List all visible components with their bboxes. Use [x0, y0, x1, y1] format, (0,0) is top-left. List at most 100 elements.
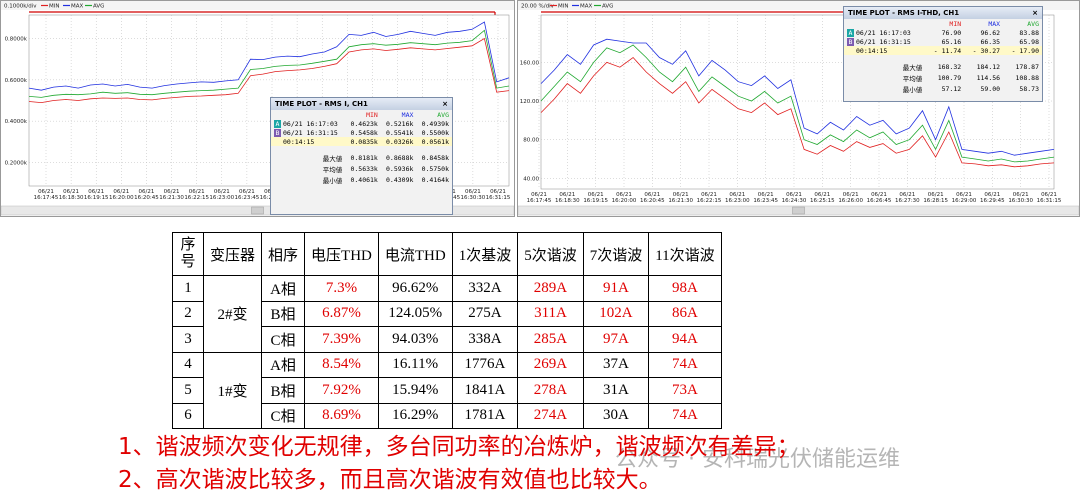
y-tick-label: 40.00 — [523, 176, 539, 182]
table-cell: 1781A — [451, 402, 519, 429]
close-button[interactable]: × — [1032, 9, 1038, 17]
cursor-marker: B — [274, 128, 281, 137]
group-cell: 1#变 — [202, 351, 263, 429]
y-tick-label: 120.00 — [520, 99, 540, 105]
x-tick-label: 16:18:30 — [555, 198, 580, 204]
x-tick-label: 16:26:45 — [867, 198, 892, 204]
y-tick-label: 0.2000k — [5, 160, 28, 166]
table-cell: 98A — [648, 275, 722, 302]
x-tick-label: 16:23:45 — [235, 195, 260, 201]
note: 2、高次谐波比较多，而且高次谐波有效值也比较大。 — [118, 467, 662, 493]
x-tick-label: 06/21 — [956, 192, 972, 198]
x-tick-label: 16:20:00 — [109, 195, 134, 201]
x-tick-label: 06/21 — [490, 189, 506, 195]
table-cell: 4 — [172, 351, 204, 378]
header-cell: 11次谐波 — [648, 232, 722, 276]
x-tick-label: 06/21 — [616, 192, 632, 198]
column-header: MAX — [988, 19, 1001, 28]
legend-label: MAX — [71, 4, 84, 10]
scale-label: 0.1000k/div — [4, 4, 37, 10]
popup-cell: 0.8458k — [421, 153, 449, 162]
table-cell: B相 — [261, 300, 306, 327]
x-tick-label: 06/21 — [644, 192, 660, 198]
series-line — [28, 21, 510, 91]
x-tick-label: 16:23:00 — [725, 198, 750, 204]
x-tick-label: 06/21 — [465, 189, 481, 195]
header-cell: 电流THD — [377, 232, 453, 276]
table-cell: 86A — [648, 300, 722, 327]
stat-row: 平均値 0.5633k 0.5936k 0.5750k — [271, 163, 452, 174]
table-cell: 124.05% — [377, 300, 453, 327]
table-cell: 7.92% — [304, 377, 379, 404]
y-tick-label: 0.6000k — [5, 78, 28, 84]
x-tick-label: 16:30:30 — [1008, 198, 1033, 204]
table-cell: 16.29% — [377, 402, 453, 429]
popup-cell: 168.32 — [937, 62, 962, 71]
popup-cell: 184.12 — [976, 62, 1001, 71]
popup-cell: 0.5750k — [421, 164, 449, 173]
table-cell: B相 — [261, 377, 306, 404]
popup-cell: 65.16 — [941, 37, 962, 46]
table-row: 4 1#变 A相 8.54% 16.11% 1776A 269A 37A 74A — [172, 351, 722, 429]
table-cell: 2 — [172, 300, 204, 327]
cursor-row: B 06/21 16:31:15 65.16 66.35 65.98 — [844, 37, 1042, 46]
table-cell: 15.94% — [377, 377, 453, 404]
x-tick-label: 16:23:00 — [209, 195, 234, 201]
stat-label: 最大値 — [902, 63, 923, 72]
table-row: 1 2#变 A相 7.3% 96.62% 332A 289A 91A 98A — [172, 275, 722, 353]
cursor-time: 06/21 16:17:03 — [283, 119, 338, 128]
x-tick-label: 06/21 — [214, 189, 230, 195]
table-cell: 1841A — [451, 377, 519, 404]
series-line — [28, 29, 510, 98]
popup-cell: - 30.27 — [964, 46, 1004, 55]
x-tick-label: 16:22:15 — [697, 198, 722, 204]
popup-cell: 76.90 — [941, 28, 962, 37]
popup-cell: - 11.74 — [925, 46, 965, 55]
scroll-thumb — [251, 206, 264, 215]
table-cell: 102A — [582, 300, 650, 327]
popup-cell: 0.0835k — [345, 137, 381, 146]
column-header: MAX — [401, 110, 414, 119]
popup-cell: 178.87 — [1015, 62, 1039, 71]
stat-row: 平均値 100.79 114.56 108.88 — [844, 72, 1042, 83]
x-tick-label: 06/21 — [588, 192, 604, 198]
table-cell: 338A — [451, 326, 519, 353]
header-strip — [518, 1, 1079, 10]
table-cell: 278A — [517, 377, 584, 404]
table-cell: 1776A — [451, 351, 519, 378]
popup-title-bar: TIME PLOT - RMS I, CH1 × — [271, 98, 452, 110]
x-tick-label: 06/21 — [139, 189, 155, 195]
table-cell: 96.62% — [377, 275, 453, 302]
stat-label: 最小値 — [322, 176, 343, 185]
legend-label: AVG — [93, 4, 104, 10]
x-tick-label: 16:29:45 — [980, 198, 1005, 204]
series-line — [540, 44, 1055, 163]
close-button[interactable]: × — [442, 100, 448, 108]
cursor-popup: TIME PLOT - RMS I-THD, CH1 × MIN MAX AVG A 06/… — [843, 6, 1043, 102]
table-cell: 311A — [517, 300, 584, 327]
popup-cell: 65.98 — [1019, 37, 1039, 46]
table-cell: 3 — [172, 326, 204, 353]
stat-row: 最大値 168.32 184.12 178.87 — [844, 61, 1042, 72]
cursor-marker: A — [274, 119, 281, 128]
x-tick-label: 16:18:30 — [59, 195, 84, 201]
stat-row: 最小値 57.12 59.00 58.73 — [844, 83, 1042, 94]
popup-cell: 0.5216k — [386, 119, 414, 128]
x-tick-label: 16:21:30 — [668, 198, 693, 204]
table-cell: 275A — [451, 300, 519, 327]
table-row: 5 B相 7.92% 15.94% 1841A 278A 31A 73A — [172, 377, 722, 404]
x-tick-label: 16:30:30 — [461, 195, 486, 201]
y-tick-label: 0.8000k — [5, 37, 28, 43]
header-cell: 相序 — [261, 232, 306, 276]
group-cell: 2#变 — [202, 275, 263, 353]
popup-cell: 0.0326k — [380, 137, 417, 146]
column-header: AVG — [437, 110, 449, 119]
x-tick-label: 06/21 — [871, 192, 887, 198]
harmonic-table: 序号 变压器 相序 电压THD 电流THD 1次基波 5次谐波 7次谐波 11次谐波 1 2#变 A相… — [172, 232, 722, 429]
popup-title: TIME PLOT - RMS I-THD, CH1 — [848, 9, 960, 17]
popup-cell: 0.5936k — [386, 164, 414, 173]
stat-label: 最大値 — [322, 154, 343, 163]
header-row: 序号 变压器 相序 电压THD 电流THD 1次基波 5次谐波 7次谐波 11次谐波 — [172, 232, 722, 276]
x-tick-label: 06/21 — [928, 192, 944, 198]
